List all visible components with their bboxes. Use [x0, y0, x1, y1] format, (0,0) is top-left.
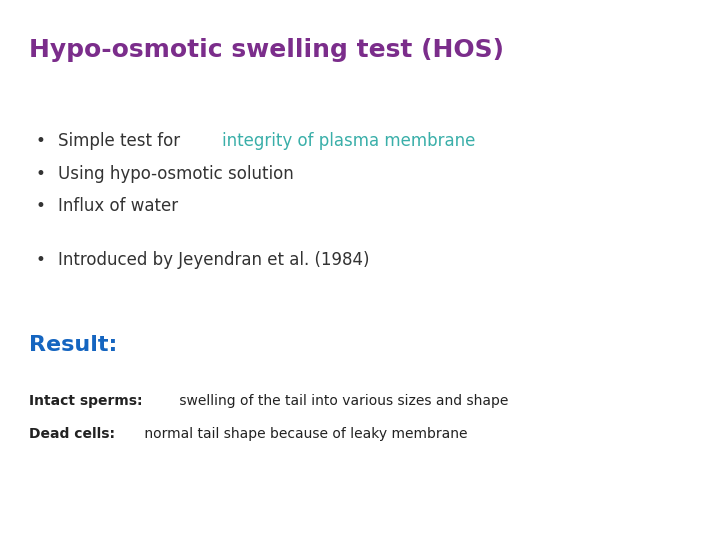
Text: •: • — [36, 251, 46, 269]
Text: Influx of water: Influx of water — [58, 197, 178, 215]
Text: integrity of plasma membrane: integrity of plasma membrane — [222, 132, 475, 150]
Text: •: • — [36, 165, 46, 183]
Text: Introduced by Jeyendran et al. (1984): Introduced by Jeyendran et al. (1984) — [58, 251, 369, 269]
Text: Result:: Result: — [29, 335, 117, 355]
Text: Dead cells:: Dead cells: — [29, 427, 114, 441]
Text: swelling of the tail into various sizes and shape: swelling of the tail into various sizes … — [175, 394, 508, 408]
Text: •: • — [36, 197, 46, 215]
Text: Intact sperms:: Intact sperms: — [29, 394, 143, 408]
Text: Using hypo-osmotic solution: Using hypo-osmotic solution — [58, 165, 293, 183]
Text: •: • — [36, 132, 46, 150]
Text: Hypo-osmotic swelling test (HOS): Hypo-osmotic swelling test (HOS) — [29, 38, 504, 62]
Text: normal tail shape because of leaky membrane: normal tail shape because of leaky membr… — [140, 427, 467, 441]
Text: Simple test for: Simple test for — [58, 132, 185, 150]
